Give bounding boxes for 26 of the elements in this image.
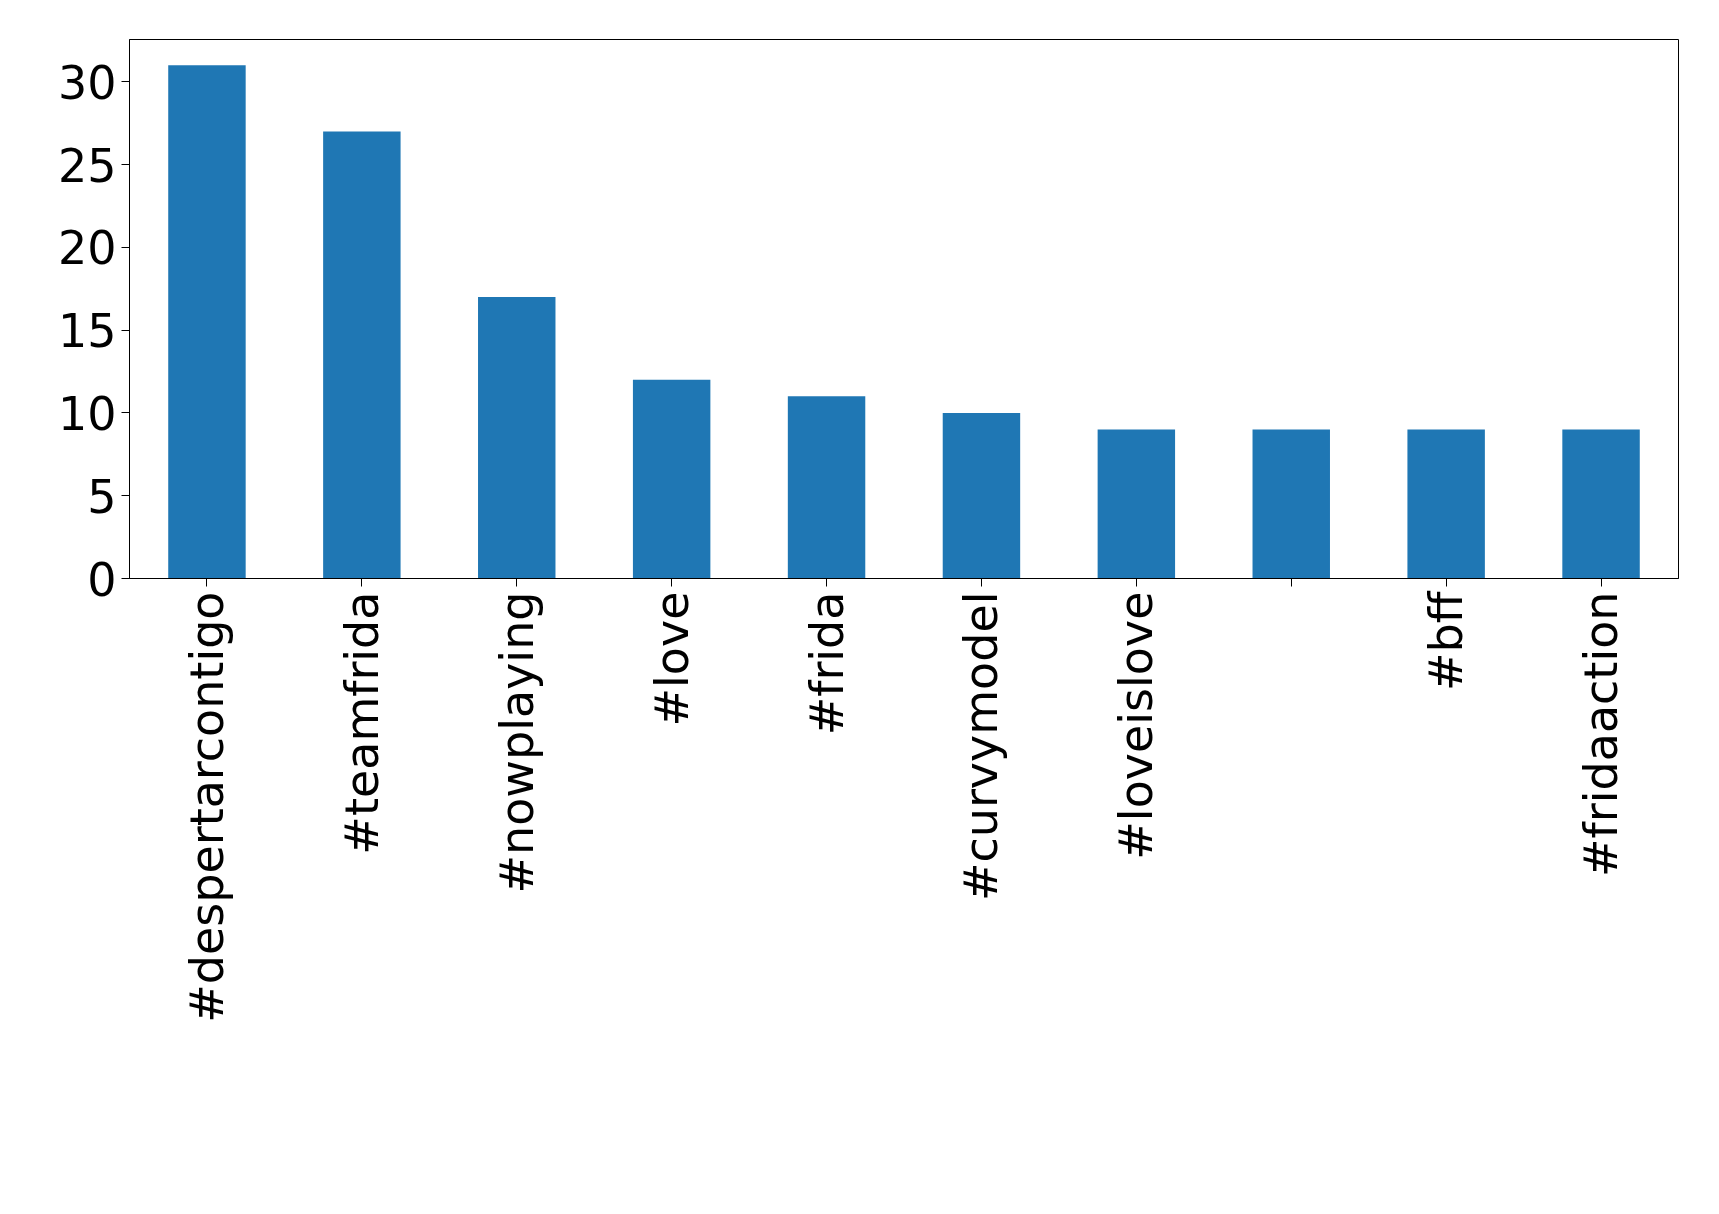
y-tick-label: 20 — [57, 221, 117, 276]
bar — [1562, 429, 1640, 579]
bar — [1252, 429, 1330, 579]
y-tick-label: 10 — [57, 386, 117, 441]
x-tick-label: #frida — [799, 591, 854, 736]
bar — [478, 296, 556, 579]
x-tick-label: #loveislove — [1109, 591, 1164, 860]
y-tick-label: 0 — [87, 552, 117, 607]
x-tick-label: #love — [644, 591, 699, 727]
x-tick-label: #fridaaction — [1574, 591, 1629, 877]
x-tick-label: #curvymodel — [954, 591, 1009, 902]
x-tick-label: #teamfrida — [334, 591, 389, 855]
x-tick-label: #bff — [1419, 590, 1474, 691]
bar — [1407, 429, 1485, 579]
bar — [323, 131, 401, 579]
y-tick-label: 25 — [57, 138, 117, 193]
y-tick-label: 15 — [57, 304, 117, 359]
bar — [1097, 429, 1176, 579]
y-tick-label: 5 — [87, 469, 117, 524]
bar — [942, 412, 1021, 579]
x-tick-label: #nowplaying — [489, 591, 544, 894]
bar — [168, 65, 246, 579]
bar — [787, 396, 866, 579]
x-tick-label: #despertarcontigo — [179, 591, 234, 1023]
bar — [632, 379, 711, 579]
y-tick-label: 30 — [57, 55, 117, 110]
